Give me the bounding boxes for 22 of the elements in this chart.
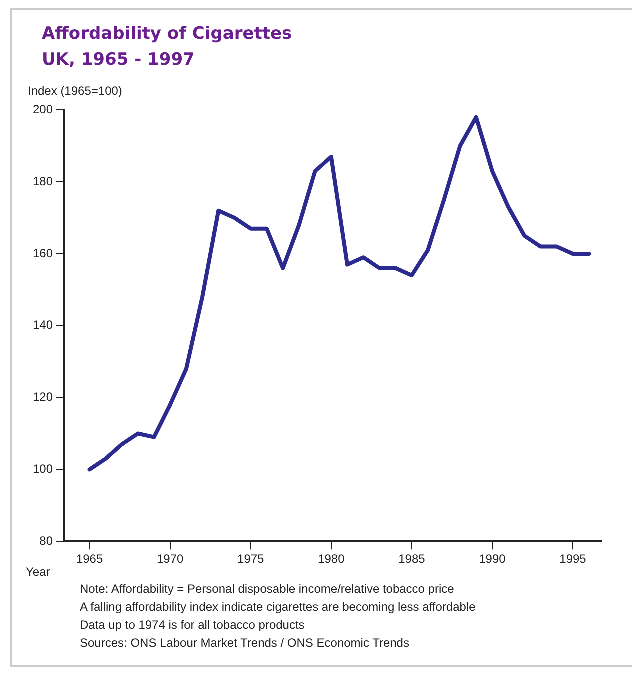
chart-subtitle: UK, 1965 - 1997	[42, 50, 195, 70]
x-tick-label: 1985	[398, 552, 426, 566]
chart-title: Affordability of Cigarettes	[42, 24, 292, 44]
y-tick-label: 120	[32, 390, 54, 404]
y-tick-label: 180	[32, 174, 54, 188]
y-tick-label: 140	[32, 318, 54, 332]
y-tick-label: 80	[40, 534, 54, 548]
y-axis-title: Index (1965=100)	[28, 84, 122, 98]
y-tick-label: 100	[32, 462, 54, 476]
y-tick-label: 160	[32, 246, 54, 260]
source-note: Sources: ONS Labour Market Trends / ONS Economic Trends	[80, 635, 410, 652]
x-tick-label: 1995	[560, 552, 587, 566]
text: Data up to 1974 is for all tobacco products	[80, 617, 306, 634]
text: Note: Affordability = Personal disposable income/relative tobacco price	[80, 581, 456, 598]
x-axis-title: Year	[26, 565, 50, 579]
x-tick-label: 1990	[479, 552, 506, 566]
x-tick-label: 1970	[156, 552, 184, 566]
y-tick-label: 200	[32, 102, 54, 117]
x-tick-label: 1975	[238, 552, 265, 566]
x-tick-label: 1965	[76, 552, 104, 566]
x-tick-label: 1980	[318, 552, 346, 566]
text: A falling affordability index indicate cigarettes are becoming less affordable	[80, 599, 476, 616]
